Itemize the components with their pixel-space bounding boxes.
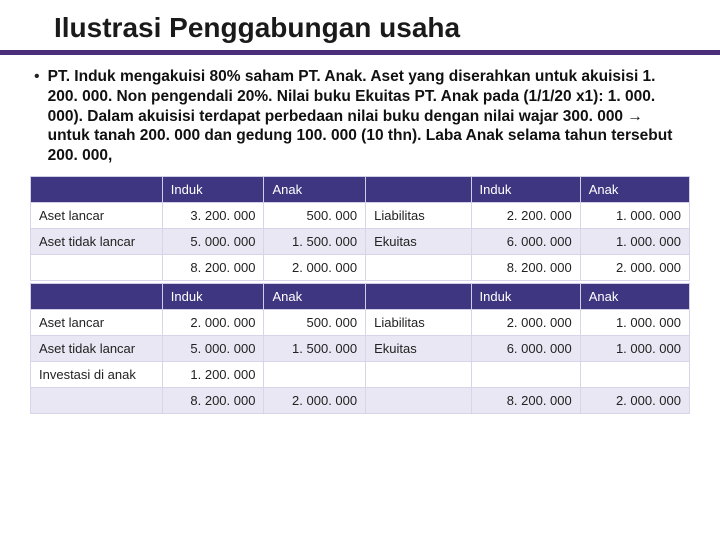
cell: 8. 200. 000 — [162, 388, 264, 414]
cell-empty — [31, 388, 163, 414]
table-header-row: Induk Anak Induk Anak — [31, 177, 690, 203]
row-mid-label: Ekuitas — [366, 229, 471, 255]
cell: 8. 200. 000 — [471, 255, 580, 281]
col-induk: Induk — [162, 177, 264, 203]
row-mid-label: Liabilitas — [366, 310, 471, 336]
cell: 2. 000. 000 — [162, 310, 264, 336]
cell: 6. 000. 000 — [471, 336, 580, 362]
title-wrap: Ilustrasi Penggabungan usaha — [0, 12, 720, 50]
row-mid-label: Liabilitas — [366, 203, 471, 229]
tables-region: Induk Anak Induk Anak Aset lancar 3. 200… — [0, 176, 720, 414]
table-row: Aset lancar 3. 200. 000 500. 000 Liabili… — [31, 203, 690, 229]
cell-empty — [31, 255, 163, 281]
cell: 2. 000. 000 — [580, 388, 689, 414]
cell-empty — [471, 362, 580, 388]
cell: 1. 500. 000 — [264, 336, 366, 362]
cell: 1. 500. 000 — [264, 229, 366, 255]
cell-empty — [264, 362, 366, 388]
row-mid-label: Ekuitas — [366, 336, 471, 362]
cell: 1. 000. 000 — [580, 203, 689, 229]
table-row: Aset tidak lancar 5. 000. 000 1. 500. 00… — [31, 336, 690, 362]
cell-empty — [366, 255, 471, 281]
slide: Ilustrasi Penggabungan usaha • PT. Induk… — [0, 0, 720, 540]
bullet-row: • PT. Induk mengakuisi 80% saham PT. Ana… — [34, 67, 684, 166]
cell: 6. 000. 000 — [471, 229, 580, 255]
col-anak-2: Anak — [580, 177, 689, 203]
col-anak-2: Anak — [580, 284, 689, 310]
col-induk-2: Induk — [471, 177, 580, 203]
cell: 8. 200. 000 — [162, 255, 264, 281]
row-label: Aset lancar — [31, 203, 163, 229]
cell: 5. 000. 000 — [162, 336, 264, 362]
cell-empty — [580, 362, 689, 388]
cell: 8. 200. 000 — [471, 388, 580, 414]
table-row-total: 8. 200. 000 2. 000. 000 8. 200. 000 2. 0… — [31, 255, 690, 281]
table-row: Investasi di anak 1. 200. 000 — [31, 362, 690, 388]
table-2: Induk Anak Induk Anak Aset lancar 2. 000… — [30, 283, 690, 414]
table-row: Aset lancar 2. 000. 000 500. 000 Liabili… — [31, 310, 690, 336]
cell: 1. 000. 000 — [580, 229, 689, 255]
col-anak: Anak — [264, 284, 366, 310]
table-1: Induk Anak Induk Anak Aset lancar 3. 200… — [30, 176, 690, 281]
cell-empty — [366, 388, 471, 414]
row-label: Aset lancar — [31, 310, 163, 336]
col-blank-mid — [366, 177, 471, 203]
cell: 3. 200. 000 — [162, 203, 264, 229]
table-row: Aset tidak lancar 5. 000. 000 1. 500. 00… — [31, 229, 690, 255]
cell: 500. 000 — [264, 310, 366, 336]
bullet-block: • PT. Induk mengakuisi 80% saham PT. Ana… — [0, 55, 720, 176]
col-anak: Anak — [264, 177, 366, 203]
cell: 5. 000. 000 — [162, 229, 264, 255]
cell: 1. 200. 000 — [162, 362, 264, 388]
cell: 2. 000. 000 — [264, 255, 366, 281]
col-blank — [31, 177, 163, 203]
cell: 500. 000 — [264, 203, 366, 229]
row-label: Aset tidak lancar — [31, 336, 163, 362]
cell: 2. 000. 000 — [471, 310, 580, 336]
cell: 1. 000. 000 — [580, 310, 689, 336]
page-title: Ilustrasi Penggabungan usaha — [54, 12, 686, 44]
cell: 2. 200. 000 — [471, 203, 580, 229]
cell: 2. 000. 000 — [264, 388, 366, 414]
col-induk-2: Induk — [471, 284, 580, 310]
table-row-total: 8. 200. 000 2. 000. 000 8. 200. 000 2. 0… — [31, 388, 690, 414]
cell: 1. 000. 000 — [580, 336, 689, 362]
row-label: Investasi di anak — [31, 362, 163, 388]
cell: 2. 000. 000 — [580, 255, 689, 281]
bullet-text: PT. Induk mengakuisi 80% saham PT. Anak.… — [48, 67, 684, 166]
row-label: Aset tidak lancar — [31, 229, 163, 255]
cell-empty — [366, 362, 471, 388]
col-blank-mid — [366, 284, 471, 310]
bullet-marker: • — [34, 67, 40, 87]
table-header-row: Induk Anak Induk Anak — [31, 284, 690, 310]
col-blank — [31, 284, 163, 310]
col-induk: Induk — [162, 284, 264, 310]
